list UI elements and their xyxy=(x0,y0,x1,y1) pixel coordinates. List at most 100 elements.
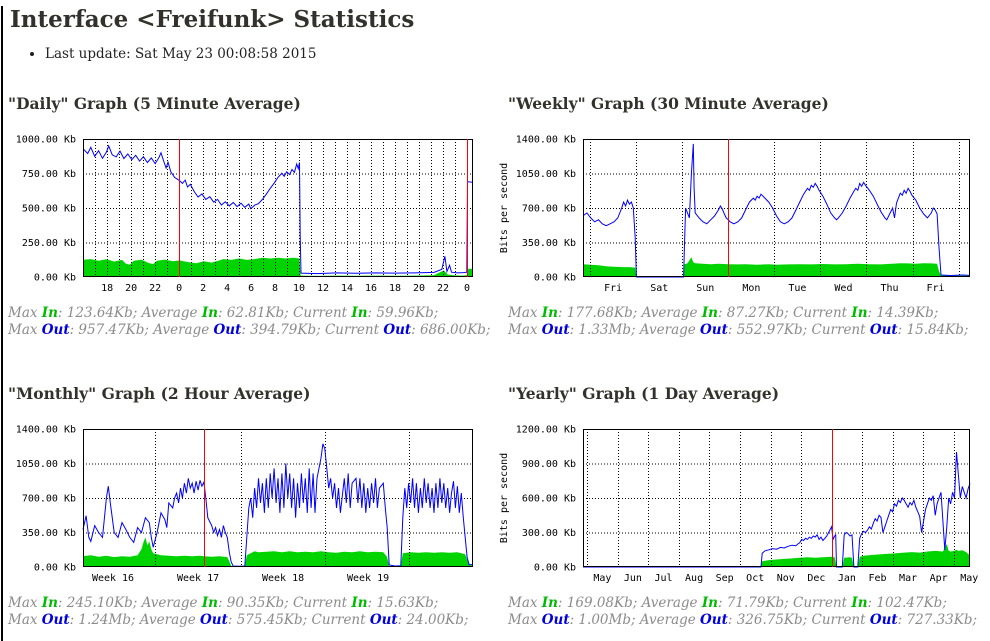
x-axis-tick-label: Sun xyxy=(696,283,714,294)
in-label: In xyxy=(851,305,868,321)
stat-value: : 326.75Kb; xyxy=(727,612,812,628)
y-axis-tick-label: 250.00 Kb xyxy=(22,238,76,249)
stat-value: : 957.47Kb; xyxy=(69,322,154,338)
out-label: Out xyxy=(41,612,70,628)
x-axis-tick-label: Jun xyxy=(624,573,642,584)
stat-value: : 90.35Kb; xyxy=(217,595,294,611)
stat-value: : 14.39Kb; xyxy=(867,305,939,321)
plot-border xyxy=(83,139,473,277)
stats-line-out: Max Out: 957.47Kb; Average Out: 394.79Kb… xyxy=(8,322,498,339)
stat-value: : 1.24Mb; xyxy=(69,612,140,628)
stat-label: Average xyxy=(639,322,701,338)
gridlines xyxy=(83,139,473,277)
out-label: Out xyxy=(41,322,70,338)
stat-label: Max xyxy=(508,322,542,338)
in-label: In xyxy=(851,595,868,611)
x-axis-tick-label: 20 xyxy=(413,283,425,294)
x-axis-tick-label: Nov xyxy=(777,573,795,584)
stats-line-in: Max In: 123.64Kb; Average In: 62.81Kb; C… xyxy=(8,305,498,322)
stat-label: Current xyxy=(793,305,852,321)
x-axis-tick-label: Jan xyxy=(838,573,856,584)
y-axis-tick-label: 0.00 Kb xyxy=(534,563,576,574)
out-label: Out xyxy=(541,322,570,338)
in-label: In xyxy=(541,305,558,321)
x-axis-tick-label: Apr xyxy=(930,573,948,584)
in-label: In xyxy=(701,595,718,611)
monthly-graph-image: 1400.00 Kb 1050.00 Kb 700.00 Kb 350.00 Kb 0.… xyxy=(16,425,473,584)
x-axis-tick-label: May xyxy=(593,573,611,584)
stat-value: : 1.33Mb; xyxy=(569,322,640,338)
yearly-graph-stats: Max In: 169.08Kb; Average In: 71.79Kb; C… xyxy=(508,595,987,629)
stat-label: Average xyxy=(153,322,214,338)
stat-label: Max xyxy=(8,322,42,338)
out-label: Out xyxy=(200,612,228,628)
stat-value: : 15.63Kb; xyxy=(367,595,439,611)
weekly-graph-section: "Weekly" Graph (30 Minute Average) 1400.… xyxy=(497,94,987,339)
x-axis-tick-label: Week 18 xyxy=(262,573,304,584)
stat-value: : 169.08Kb; xyxy=(557,595,642,611)
x-axis-tick-label: Fri xyxy=(604,283,622,294)
out-label: Out xyxy=(700,322,728,338)
stat-label: Current xyxy=(811,612,870,628)
yearly-graph-heading: "Yearly" Graph (1 Day Average) xyxy=(508,384,780,403)
stat-label: Average xyxy=(641,305,702,321)
y-axis-tick-label: 350.00 Kb xyxy=(522,238,576,249)
out-label: Out xyxy=(383,322,412,338)
stat-value: : 394.79Kb; xyxy=(241,322,325,338)
stat-value: : 123.64Kb; xyxy=(57,305,142,321)
stat-label: Current xyxy=(311,612,370,628)
y-axis-title: Bits per second xyxy=(499,453,510,543)
out-label: Out xyxy=(700,612,728,628)
x-axis-tick-label: Jul xyxy=(654,573,672,584)
x-axis-tick-label: 6 xyxy=(248,283,254,294)
in-label: In xyxy=(701,305,718,321)
x-axis-tick-label: 10 xyxy=(293,283,305,294)
daily-graph-section: "Daily" Graph (5 Minute Average) 1000.00… xyxy=(8,94,498,339)
stat-value: : 177.68Kb; xyxy=(557,305,642,321)
x-axis-tick-label: Tue xyxy=(788,283,806,294)
out-traffic-line xyxy=(82,144,474,275)
out-label: Out xyxy=(869,322,898,338)
stat-value: : 245.10Kb; xyxy=(57,595,142,611)
y-axis-tick-label: 350.00 Kb xyxy=(22,528,76,539)
stat-value: : 575.45Kb; xyxy=(227,612,312,628)
stats-line-out: Max Out: 1.24Mb; Average Out: 575.45Kb; … xyxy=(8,612,498,629)
stat-value: : 59.96Kb; xyxy=(367,305,439,321)
y-axis-tick-label: 500.00 Kb xyxy=(22,204,76,215)
stat-value: : 1.00Mb; xyxy=(569,612,640,628)
daily-graph-heading: "Daily" Graph (5 Minute Average) xyxy=(8,94,301,113)
x-axis-tick-label: Mar xyxy=(899,573,917,584)
stats-line-out: Max Out: 1.33Mb; Average Out: 552.97Kb; … xyxy=(508,322,987,339)
stat-label: Average xyxy=(141,305,202,321)
x-axis-tick-label: 0 xyxy=(464,283,470,294)
x-axis-tick-label: 22 xyxy=(149,283,161,294)
stat-label: Average xyxy=(639,612,701,628)
stat-label: Max xyxy=(8,595,42,611)
in-traffic-area xyxy=(83,537,473,567)
x-axis-tick-label: 18 xyxy=(389,283,401,294)
out-label: Out xyxy=(869,612,898,628)
x-axis-tick-label: Sat xyxy=(650,283,668,294)
out-label: Out xyxy=(369,612,398,628)
x-axis-tick-label: Dec xyxy=(807,573,825,584)
x-axis-tick-label: Thu xyxy=(880,283,898,294)
in-label: In xyxy=(41,595,58,611)
stat-label: Current xyxy=(293,305,352,321)
yearly-graph-section: "Yearly" Graph (1 Day Average) 1200.00 K… xyxy=(497,384,987,629)
stat-label: Current xyxy=(811,322,870,338)
stats-line-in: Max In: 169.08Kb; Average In: 71.79Kb; C… xyxy=(508,595,987,612)
plot-background xyxy=(583,429,970,567)
y-axis-tick-label: 700.00 Kb xyxy=(22,494,76,505)
stat-label: Current xyxy=(324,322,384,338)
daily-graph-stats: Max In: 123.64Kb; Average In: 62.81Kb; C… xyxy=(8,305,498,339)
page-left-border xyxy=(1,6,3,641)
y-axis-tick-label: 0.00 Kb xyxy=(534,273,576,284)
x-axis-tick-label: Week 16 xyxy=(92,573,134,584)
stat-label: Current xyxy=(293,595,352,611)
stat-value: : 71.79Kb; xyxy=(717,595,794,611)
plot-border xyxy=(83,429,473,567)
stats-line-out: Max Out: 1.00Mb; Average Out: 326.75Kb; … xyxy=(508,612,987,629)
out-traffic-line xyxy=(583,451,971,568)
stat-label: Max xyxy=(508,595,542,611)
x-axis-tick-label: Fri xyxy=(927,283,945,294)
